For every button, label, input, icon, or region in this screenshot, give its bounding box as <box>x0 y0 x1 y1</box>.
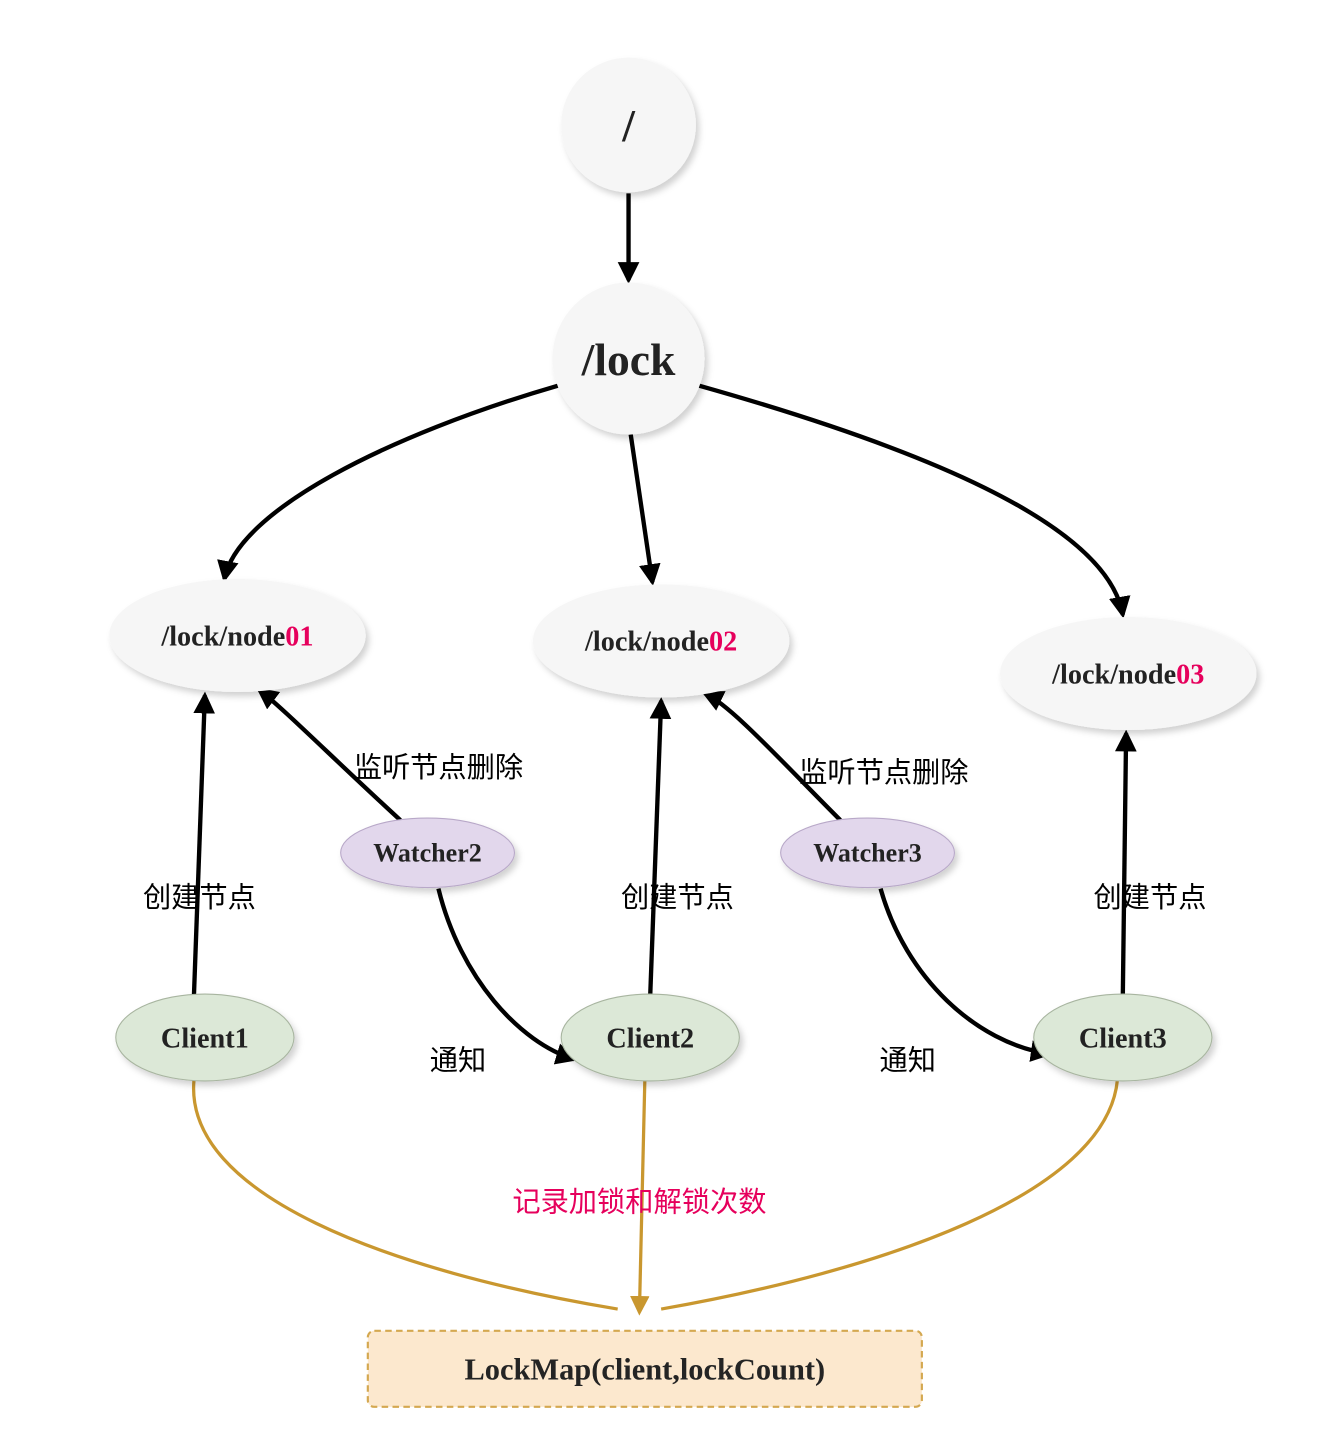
svg-text:/lock/node02: /lock/node02 <box>584 627 737 658</box>
svg-text:Client3: Client3 <box>1079 1023 1167 1054</box>
label-record: 记录加锁和解锁次数 <box>512 1185 766 1217</box>
edge-client3-node03 <box>1123 733 1126 994</box>
edge-lock-node01 <box>224 386 558 579</box>
svg-text:Watcher3: Watcher3 <box>813 838 922 867</box>
node-client3: Client3 <box>1034 994 1212 1081</box>
node-client2: Client2 <box>561 994 739 1081</box>
node-node03: /lock/node03 <box>1000 617 1256 730</box>
node-node01: /lock/node01 <box>109 579 365 692</box>
node-client1: Client1 <box>116 994 294 1081</box>
edge-lock-node02 <box>631 435 653 583</box>
svg-text:/lock/node03: /lock/node03 <box>1051 659 1204 690</box>
svg-text:Watcher2: Watcher2 <box>373 838 482 867</box>
svg-text:/: / <box>621 100 636 151</box>
label-listen2: 监听节点删除 <box>799 756 968 788</box>
node-root: / <box>561 58 696 193</box>
svg-text:Client1: Client1 <box>161 1023 249 1054</box>
node-watcher2: Watcher2 <box>341 818 515 888</box>
svg-text:Client2: Client2 <box>606 1023 694 1054</box>
label-create1: 创建节点 <box>143 881 256 913</box>
zookeeper-lock-diagram: 创建节点 创建节点 创建节点 监听节点删除 监听节点删除 通知 通知 记录加锁和… <box>0 0 1344 1434</box>
label-create3: 创建节点 <box>1094 881 1207 913</box>
edge-client1-node01 <box>194 695 205 994</box>
svg-text:/lock: /lock <box>581 334 676 385</box>
label-listen1: 监听节点删除 <box>354 751 523 783</box>
svg-text:LockMap(client,lockCount): LockMap(client,lockCount) <box>465 1353 826 1387</box>
node-node02: /lock/node02 <box>533 584 789 697</box>
svg-text:/lock/node01: /lock/node01 <box>160 621 313 652</box>
edge-watcher2-client2 <box>438 889 574 1060</box>
edge-lock-node03 <box>699 386 1123 615</box>
label-create2: 创建节点 <box>621 881 734 913</box>
label-notify2: 通知 <box>879 1044 935 1076</box>
node-watcher3: Watcher3 <box>781 818 955 888</box>
edge-client2-node02 <box>650 701 661 994</box>
edge-watcher3-client3 <box>881 889 1049 1054</box>
node-lock: /lock <box>553 282 705 434</box>
node-lockmap: LockMap(client,lockCount) <box>368 1331 922 1407</box>
label-notify1: 通知 <box>430 1044 486 1076</box>
